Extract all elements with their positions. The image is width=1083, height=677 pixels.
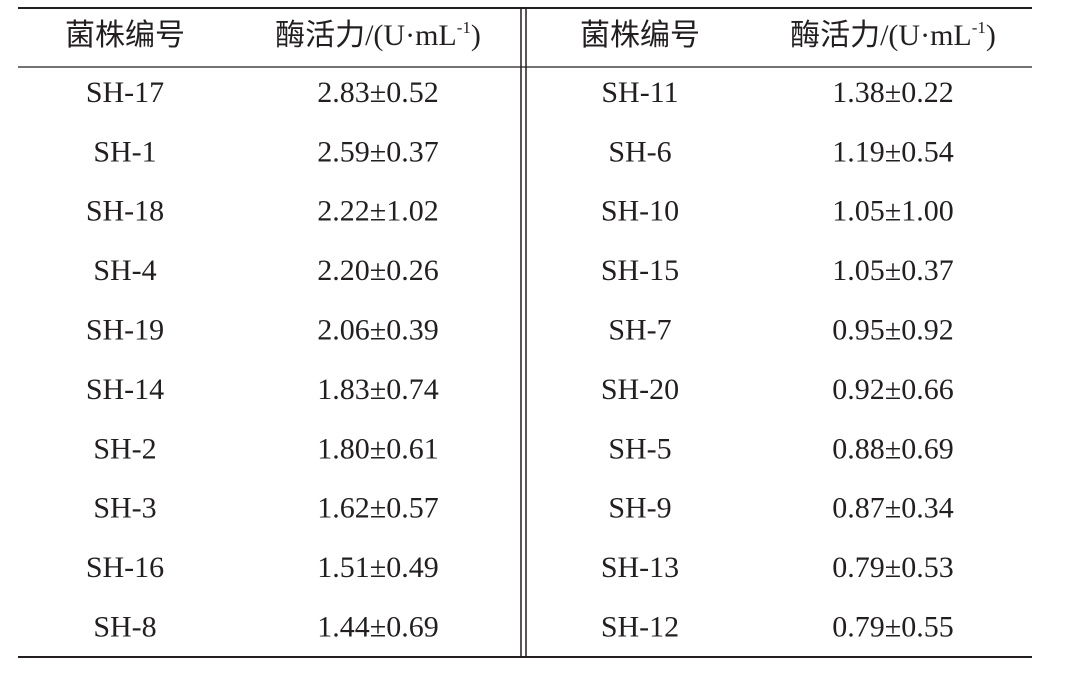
header-cell: 菌株编号 [65, 19, 185, 52]
strain-cell: SH-10 [601, 195, 679, 228]
strain-cell: SH-9 [608, 492, 671, 525]
header-close: ) [986, 19, 996, 52]
strain-cell: SH-13 [601, 551, 679, 584]
strain-cell: SH-4 [93, 254, 156, 287]
header-label: 菌株编号 [65, 19, 185, 52]
activity-cell: 1.05±0.37 [832, 254, 953, 287]
strain-cell: SH-16 [86, 551, 164, 584]
strain-cell: SH-12 [601, 610, 679, 643]
activity-cell: 0.88±0.69 [832, 432, 953, 465]
activity-cell: 1.83±0.74 [317, 373, 438, 406]
activity-cell: 2.59±0.37 [317, 135, 438, 168]
strain-cell: SH-15 [601, 254, 679, 287]
header-cell: 酶活力/(U·mL-1) [275, 18, 481, 52]
strain-cell: SH-17 [86, 76, 164, 109]
strain-cell: SH-11 [601, 76, 678, 109]
activity-cell: 0.95±0.92 [832, 313, 953, 346]
activity-cell: 1.62±0.57 [317, 492, 438, 525]
strain-cell: SH-19 [86, 313, 164, 346]
activity-cell: 2.83±0.52 [317, 76, 438, 109]
activity-cell: 1.19±0.54 [832, 135, 953, 168]
activity-cell: 1.05±1.00 [832, 195, 953, 228]
strain-cell: SH-14 [86, 373, 164, 406]
activity-cell: 1.80±0.61 [317, 432, 438, 465]
strain-cell: SH-8 [93, 610, 156, 643]
header-cell: 菌株编号 [580, 19, 700, 52]
activity-cell: 0.92±0.66 [832, 373, 953, 406]
header-close: ) [471, 19, 481, 52]
strain-cell: SH-20 [601, 373, 679, 406]
header-label: 菌株编号 [580, 19, 700, 52]
activity-cell: 2.20±0.26 [317, 254, 438, 287]
header-label: 酶活力/(U·mL [790, 19, 972, 52]
strain-cell: SH-3 [93, 492, 156, 525]
strain-cell: SH-6 [608, 135, 671, 168]
strain-cell: SH-18 [86, 195, 164, 228]
strain-cell: SH-1 [93, 135, 156, 168]
activity-cell: 1.44±0.69 [317, 610, 438, 643]
strain-cell: SH-7 [608, 313, 671, 346]
activity-cell: 1.51±0.49 [317, 551, 438, 584]
activity-cell: 0.87±0.34 [832, 492, 953, 525]
activity-cell: 2.06±0.39 [317, 313, 438, 346]
activity-cell: 2.22±1.02 [317, 195, 438, 228]
header-cell: 酶活力/(U·mL-1) [790, 18, 996, 52]
activity-cell: 0.79±0.53 [832, 551, 953, 584]
header-sup: -1 [972, 18, 986, 37]
activity-cell: 1.38±0.22 [832, 76, 953, 109]
activity-cell: 0.79±0.55 [832, 610, 953, 643]
strain-cell: SH-5 [608, 432, 671, 465]
strain-cell: SH-2 [93, 432, 156, 465]
header-sup: -1 [457, 18, 471, 37]
header-label: 酶活力/(U·mL [275, 19, 457, 52]
